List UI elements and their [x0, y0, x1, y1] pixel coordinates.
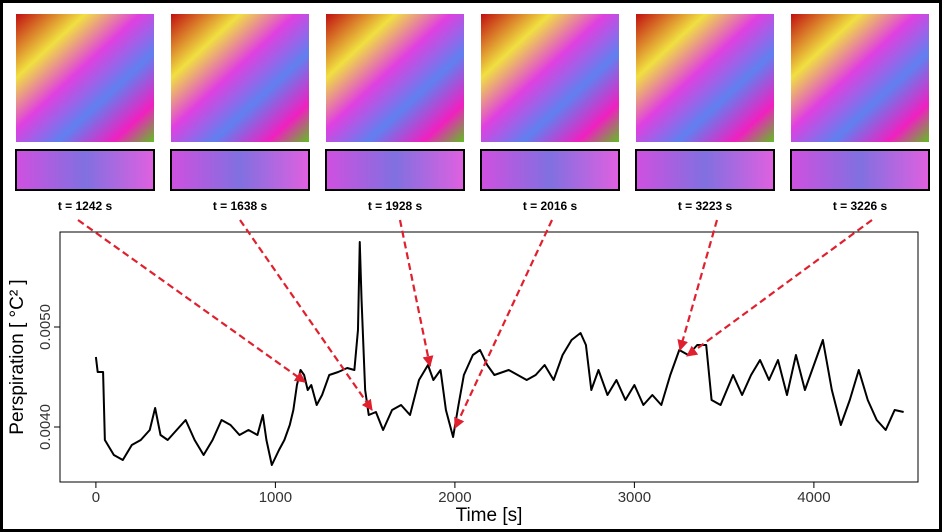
arrow: [686, 219, 873, 357]
annotation: t = 3226 s: [833, 199, 888, 213]
thermal-image: [636, 14, 774, 142]
y-axis-label: Perspiration [ °C² ]: [7, 279, 28, 434]
roi-strip: [480, 149, 620, 191]
background: [3, 3, 939, 529]
data-line: [94, 241, 904, 466]
y-tick-label: 0.0040: [37, 404, 54, 450]
roi-strip: [790, 149, 930, 191]
thumbnails: [15, 14, 930, 191]
annotation: t = 2016 s: [523, 199, 578, 213]
annotation: t = 1242 s: [58, 199, 113, 213]
x-tick-label: 0: [92, 489, 100, 506]
arrows: [77, 219, 873, 429]
thermal-image: [791, 14, 929, 142]
arrow: [454, 219, 553, 429]
roi-strip: [15, 149, 155, 191]
annotation: t = 1928 s: [368, 199, 423, 213]
plot-frame: [59, 231, 919, 483]
arrow: [77, 219, 306, 383]
thermal-image: [171, 14, 309, 142]
x-tick-label: 4000: [797, 489, 830, 506]
thermal-image: [326, 14, 464, 142]
roi-strip: [635, 149, 775, 191]
x-tick-label: 3000: [618, 489, 651, 506]
arrow: [677, 219, 719, 352]
y-tick-label: 0.0050: [37, 304, 54, 350]
roi-strip: [325, 149, 465, 191]
annotation: t = 1638 s: [213, 199, 268, 213]
arrow: [239, 219, 373, 411]
thermal-image: [16, 14, 154, 142]
annotation: t = 3223 s: [678, 199, 733, 213]
thermal-image: [481, 14, 619, 142]
x-tick-label: 2000: [438, 489, 471, 506]
plot: 0 1000 2000 3000 4000 0.0040 0.0050: [37, 241, 904, 506]
x-axis-label: Time [s]: [456, 505, 523, 526]
x-tick-label: 1000: [259, 489, 292, 506]
arrow: [398, 219, 434, 368]
roi-strip: [170, 149, 310, 191]
annotation-labels: t = 1242 s t = 1638 s t = 1928 s t = 201…: [58, 199, 888, 213]
